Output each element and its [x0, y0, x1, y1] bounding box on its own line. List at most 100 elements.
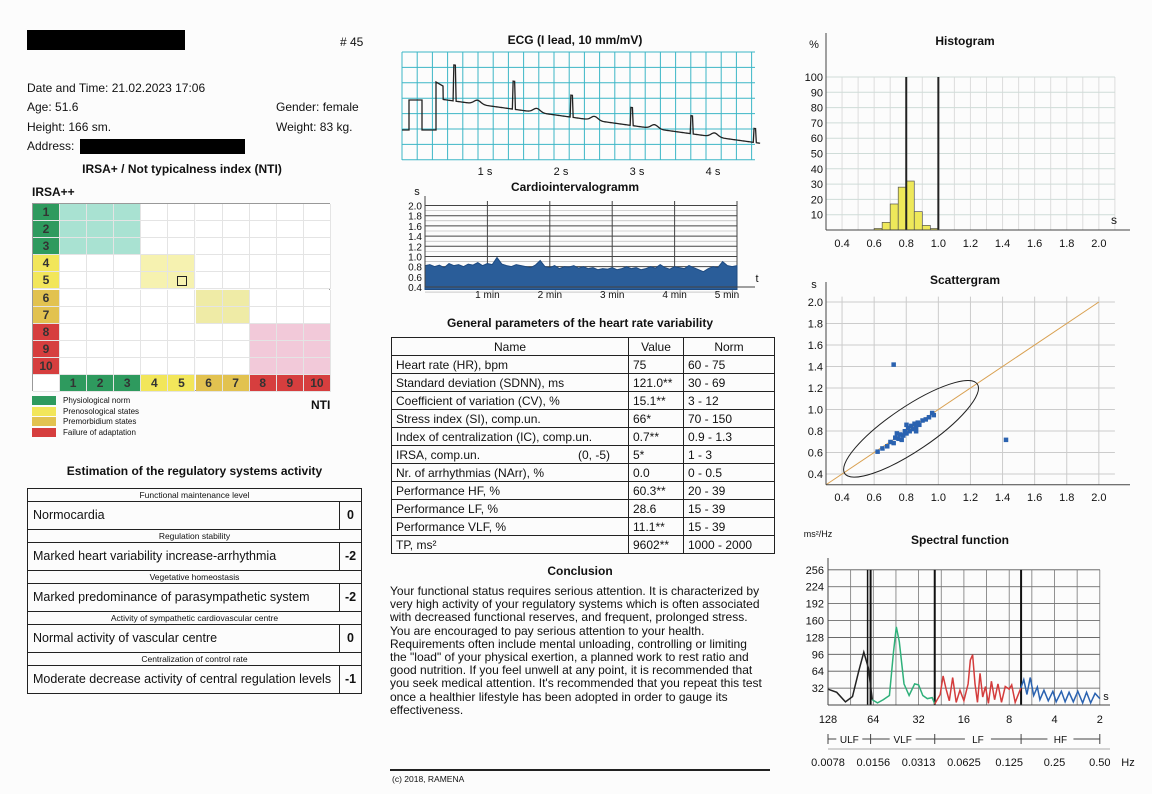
spectral-y-tick: 128: [806, 632, 824, 644]
param-value: 75: [628, 355, 684, 374]
legend-label: Failure of adaptation: [63, 427, 136, 437]
scattergram-chart: Scattergram 2.0 1.8 1.6 1.4 1.2 1.0 0.8 0.6 0.4 0.…: [808, 273, 1130, 504]
irsa-row-label: 6: [33, 289, 60, 307]
irsa-cell: [141, 204, 169, 222]
irsa-cell: [141, 272, 169, 290]
param-name: Nr. of arrhythmias (NArr), %: [391, 463, 629, 482]
irsa-cell: [60, 357, 88, 375]
irsa-col-label: 3: [114, 375, 142, 393]
param-name: Index of centralization (IC), comp.un.: [391, 427, 629, 446]
hist-x-unit: s: [1111, 213, 1117, 227]
estimation-header: Activity of sympathetic cardiovascular c…: [28, 612, 361, 625]
irsa-cell: [303, 323, 331, 341]
irsa-cell: [222, 340, 250, 358]
estimation-group: Functional maintenance level Normocardia 0: [28, 489, 361, 530]
scatter-y-tick: 1.0: [808, 405, 823, 417]
irsa-cell: [195, 204, 223, 222]
spectral-hz-tick: 0.25: [1044, 757, 1065, 769]
hist-y-tick: 30: [811, 179, 823, 191]
irsa-cell: [249, 357, 277, 375]
legend-swatch: [32, 396, 56, 405]
scatter-x-tick: 2.0: [1091, 492, 1106, 504]
irsa-cell: [276, 323, 304, 341]
estimation-title: Estimation of the regulatory systems act…: [66, 464, 323, 478]
irsa-cell: [141, 255, 169, 273]
param-value: 15.1**: [628, 391, 684, 410]
irsa-cell: [60, 272, 88, 290]
band-label-hf: HF: [1054, 735, 1067, 746]
irsa-cell: [141, 238, 169, 256]
table-row: IRSA, comp.un. (0, -5) 5* 1 - 3: [391, 445, 775, 464]
irsa-cell: [141, 289, 169, 307]
rr-intervals-area: [424, 256, 738, 291]
spectral-period-tick: 128: [819, 714, 837, 726]
hrv-parameters-table: Name Value Norm Heart rate (HR), bpm 75 60 - …: [391, 337, 775, 554]
irsa-cell: [168, 289, 196, 307]
spectral-y-tick: 64: [812, 666, 824, 678]
scatter-point: [913, 429, 919, 434]
irsa-title: IRSA+ / Not typicalness index (NTI): [82, 162, 282, 176]
irsa-cell: [60, 221, 88, 239]
spectral-y-tick: 192: [806, 599, 824, 611]
scatter-x-tick: 1.4: [995, 492, 1010, 504]
irsa-cell: [222, 289, 250, 307]
band-label-bg: [889, 733, 916, 745]
scatter-point: [904, 422, 909, 428]
irsa-cell: [276, 255, 304, 273]
spectral-period-tick: 64: [867, 714, 879, 726]
param-norm: 30 - 69: [683, 373, 775, 392]
legend-label: Prenosological states: [63, 406, 140, 416]
spectral-period-tick: 4: [1051, 714, 1057, 726]
irsa-cell: [114, 221, 142, 239]
irsa-cell: [195, 340, 223, 358]
cig-x-tick: 4 min: [662, 290, 686, 301]
irsa-cell: [60, 238, 88, 256]
estimation-text: Moderate decrease activity of central re…: [33, 672, 332, 686]
irsa-row-label: 9: [33, 340, 60, 358]
hist-y-unit: %: [809, 39, 819, 51]
irsa-y-label: IRSA++: [32, 185, 75, 199]
scatter-point: [891, 440, 896, 446]
irsa-cell: [249, 340, 277, 358]
irsa-col-label: 1: [60, 375, 88, 393]
spectral-series-vlf: [871, 626, 936, 705]
scatter-point: [1003, 437, 1009, 443]
irsa-cell: [303, 306, 331, 324]
irsa-cell: [276, 306, 304, 324]
hist-x-tick: 1.4: [995, 238, 1010, 250]
table-row: TP, ms² 9602** 1000 - 2000: [391, 535, 775, 554]
spectral-hz-tick: 0.0156: [856, 757, 890, 769]
irsa-cell: [168, 204, 196, 222]
irsa-cell: [276, 272, 304, 290]
hist-x-tick: 0.8: [899, 238, 914, 250]
scatter-y-tick: 1.6: [808, 340, 823, 352]
irsa-row-label: 3: [33, 238, 60, 256]
spectral-y-tick: 160: [806, 616, 824, 628]
weight: Weight: 83 kg.: [276, 120, 353, 134]
spectral-y-tick: 32: [812, 683, 824, 695]
redacted-name: [27, 30, 185, 50]
estimation-group: Regulation stability Marked heart variabi…: [28, 530, 361, 571]
scatter-y-tick: 0.8: [808, 426, 823, 438]
date-time: Date and Time: 21.02.2023 17:06: [27, 81, 206, 95]
irsa-cell: [141, 340, 169, 358]
estimation-group: Centralization of control rate Moderate d…: [28, 653, 361, 693]
scatter-point: [905, 425, 911, 431]
irsa-cell: [87, 221, 115, 239]
irsa-cell: [195, 357, 223, 375]
spectral-series-ulf: [827, 649, 874, 703]
spectral-function-chart: Spectral function ms²/Hz 256 224 192 160 128 96…: [804, 529, 1135, 769]
scatter-point: [884, 444, 890, 449]
irsa-col-label: 10: [303, 375, 331, 393]
table-row: Index of centralization (IC), comp.un. 0.…: [391, 427, 775, 446]
cig-y-tick: 2.0: [408, 202, 422, 213]
irsa-cell: [303, 221, 331, 239]
scatter-y-tick: 2.0: [808, 297, 823, 309]
hist-x-tick: 1.6: [1027, 238, 1042, 250]
estimation-header: Vegetative homeostasis: [28, 571, 361, 584]
irsa-cell: [60, 306, 88, 324]
irsa-cell: [87, 272, 115, 290]
irsa-x-label: NTI: [311, 398, 331, 412]
irsa-col-label: 2: [87, 375, 115, 393]
legend-item: Failure of adaptation: [32, 427, 136, 437]
